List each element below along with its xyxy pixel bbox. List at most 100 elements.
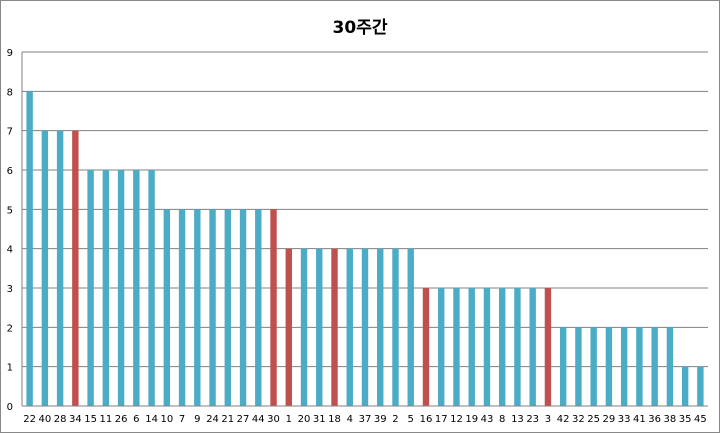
x-tick-label: 29 <box>603 414 616 425</box>
bar <box>87 170 94 406</box>
bar <box>681 366 689 406</box>
bar <box>377 248 384 406</box>
bar <box>498 288 506 406</box>
bar <box>666 327 674 406</box>
x-tick-label: 2 <box>392 414 398 425</box>
y-tick-label: 1 <box>7 363 13 374</box>
x-tick-label: 17 <box>435 414 448 425</box>
x-tick-label: 34 <box>69 414 82 425</box>
bar <box>285 248 292 406</box>
x-tick-label: 7 <box>179 414 185 425</box>
x-tick-label: 43 <box>481 414 494 425</box>
y-tick-label: 7 <box>7 127 13 138</box>
x-tick-label: 26 <box>115 414 128 425</box>
bar <box>316 248 323 406</box>
x-tick-label: 39 <box>374 414 387 425</box>
x-tick-label: 40 <box>38 414 51 425</box>
bar <box>361 248 369 406</box>
x-tick-label: 4 <box>347 414 353 425</box>
bar <box>605 327 613 406</box>
bar <box>270 209 277 406</box>
bar <box>300 248 308 406</box>
x-axis: 22 40 28 34 15 11 26 6 14 10 7 9 24 21 27 44 30 1 20 31 18 4 3… <box>22 405 708 425</box>
x-tick-label: 31 <box>313 414 326 425</box>
bar <box>438 288 445 406</box>
bar <box>26 91 33 406</box>
x-tick-label: 11 <box>99 414 112 425</box>
bar <box>133 170 140 406</box>
x-tick-label: 36 <box>648 414 661 425</box>
y-tick-label: 5 <box>7 205 13 216</box>
y-tick-label: 8 <box>7 87 13 98</box>
bar <box>194 209 201 406</box>
bar <box>163 209 171 406</box>
x-tick-label: 15 <box>84 414 97 425</box>
bar <box>239 209 247 406</box>
x-tick-label: 32 <box>572 414 585 425</box>
bars <box>26 91 704 406</box>
bar <box>41 130 49 406</box>
bar <box>255 209 262 406</box>
bar <box>514 288 521 406</box>
x-tick-label: 8 <box>499 414 505 425</box>
y-axis: 0 1 2 3 4 5 6 7 8 9 <box>7 48 23 413</box>
x-tick-label: 6 <box>133 414 139 425</box>
bar <box>148 170 155 406</box>
x-tick-label: 22 <box>23 414 36 425</box>
x-tick-label: 45 <box>694 414 707 425</box>
bar <box>453 288 460 406</box>
x-tick-label: 14 <box>145 414 158 425</box>
x-tick-label: 24 <box>206 414 219 425</box>
x-tick-label: 13 <box>511 414 524 425</box>
x-tick-label: 28 <box>54 414 67 425</box>
bar <box>72 130 79 406</box>
x-tick-label: 18 <box>328 414 341 425</box>
x-tick-label: 12 <box>450 414 463 425</box>
x-tick-label: 19 <box>465 414 478 425</box>
bar <box>529 288 536 406</box>
x-tick-label: 10 <box>160 414 173 425</box>
x-tick-label: 25 <box>587 414 600 425</box>
bar <box>56 130 64 406</box>
bar <box>224 209 232 406</box>
x-tick-label: 35 <box>679 414 692 425</box>
y-tick-label: 3 <box>7 284 13 295</box>
x-tick-label: 44 <box>252 414 265 425</box>
x-tick-label: 33 <box>618 414 631 425</box>
chart-title: 30주간 <box>333 18 388 38</box>
bar <box>407 248 414 406</box>
bar <box>346 248 353 406</box>
bar <box>590 327 597 406</box>
bar <box>651 327 658 406</box>
x-tick-label: 41 <box>633 414 646 425</box>
bar <box>331 248 338 406</box>
bar <box>117 170 125 406</box>
bar <box>620 327 628 406</box>
x-tick-label: 5 <box>408 414 414 425</box>
bar <box>102 170 110 406</box>
bar <box>422 288 430 406</box>
bar <box>697 366 704 406</box>
x-tick-label: 38 <box>664 414 677 425</box>
y-tick-label: 0 <box>7 402 13 413</box>
x-tick-label: 27 <box>237 414 250 425</box>
x-tick-label: 1 <box>286 414 292 425</box>
x-tick-label: 37 <box>359 414 372 425</box>
bar <box>559 327 567 406</box>
x-tick-label: 16 <box>420 414 433 425</box>
bar <box>483 288 491 406</box>
x-tick-label: 42 <box>557 414 570 425</box>
x-tick-label: 9 <box>194 414 200 425</box>
y-tick-label: 4 <box>7 245 13 256</box>
x-tick-label: 21 <box>221 414 234 425</box>
bar <box>209 209 216 406</box>
y-tick-label: 2 <box>7 323 13 334</box>
x-tick-label: 30 <box>267 414 280 425</box>
x-tick-label: 20 <box>298 414 311 425</box>
bar <box>178 209 186 406</box>
bar <box>575 327 582 406</box>
x-tick-label: 3 <box>545 414 551 425</box>
bar <box>392 248 399 406</box>
bar <box>636 327 643 406</box>
